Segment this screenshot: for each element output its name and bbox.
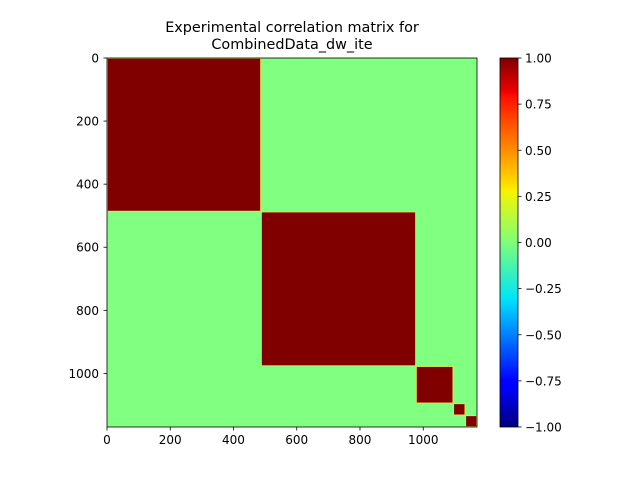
y-axis: 0 200 400 600 800 1000 xyxy=(68,52,107,381)
x-axis: 0 200 400 600 800 1000 xyxy=(103,427,439,447)
x-tick-label: 800 xyxy=(349,433,372,447)
x-tick-label: 0 xyxy=(103,433,111,447)
heatmap-plot-area xyxy=(106,57,478,428)
x-tick-label: 200 xyxy=(159,433,182,447)
heatmap-block-1 xyxy=(107,58,261,211)
colorbar-tick-label: −0.50 xyxy=(525,328,562,342)
heatmap-block-4 xyxy=(454,404,465,415)
colorbar: −1.00 −0.75 −0.50 −0.25 0.00 0.25 0.50 0.75 1.00 xyxy=(499,52,562,435)
colorbar-tick-label: 0.00 xyxy=(525,236,552,250)
x-tick-label: 600 xyxy=(285,433,308,447)
colorbar-tick-label: 0.25 xyxy=(525,190,552,204)
chart-title-line-2: CombinedData_dw_ite xyxy=(211,37,372,53)
y-tick-label: 200 xyxy=(76,115,99,129)
y-tick-label: 1000 xyxy=(68,367,99,381)
colorbar-tick-label: −1.00 xyxy=(525,421,562,435)
x-tick-label: 400 xyxy=(222,433,245,447)
heatmap-block-2 xyxy=(261,212,416,366)
chart-title: Experimental correlation matrix for Comb… xyxy=(165,20,419,53)
colorbar-tick-label: 0.50 xyxy=(525,144,552,158)
colorbar-tick-label: −0.25 xyxy=(525,282,562,296)
heatmap-block-3 xyxy=(416,366,453,403)
colorbar-tick-label: −0.75 xyxy=(525,374,562,388)
colorbar-gradient xyxy=(500,58,518,427)
y-tick-label: 0 xyxy=(91,52,99,66)
y-tick-label: 800 xyxy=(76,304,99,318)
y-tick-label: 600 xyxy=(76,241,99,255)
colorbar-tick-label: 0.75 xyxy=(525,98,552,112)
x-tick-label: 1000 xyxy=(408,433,439,447)
chart-title-line-1: Experimental correlation matrix for xyxy=(165,20,419,36)
heatmap-block-5 xyxy=(466,416,477,427)
colorbar-tick-label: 1.00 xyxy=(525,52,552,66)
y-tick-label: 400 xyxy=(76,178,99,192)
plot-frame xyxy=(106,57,478,428)
